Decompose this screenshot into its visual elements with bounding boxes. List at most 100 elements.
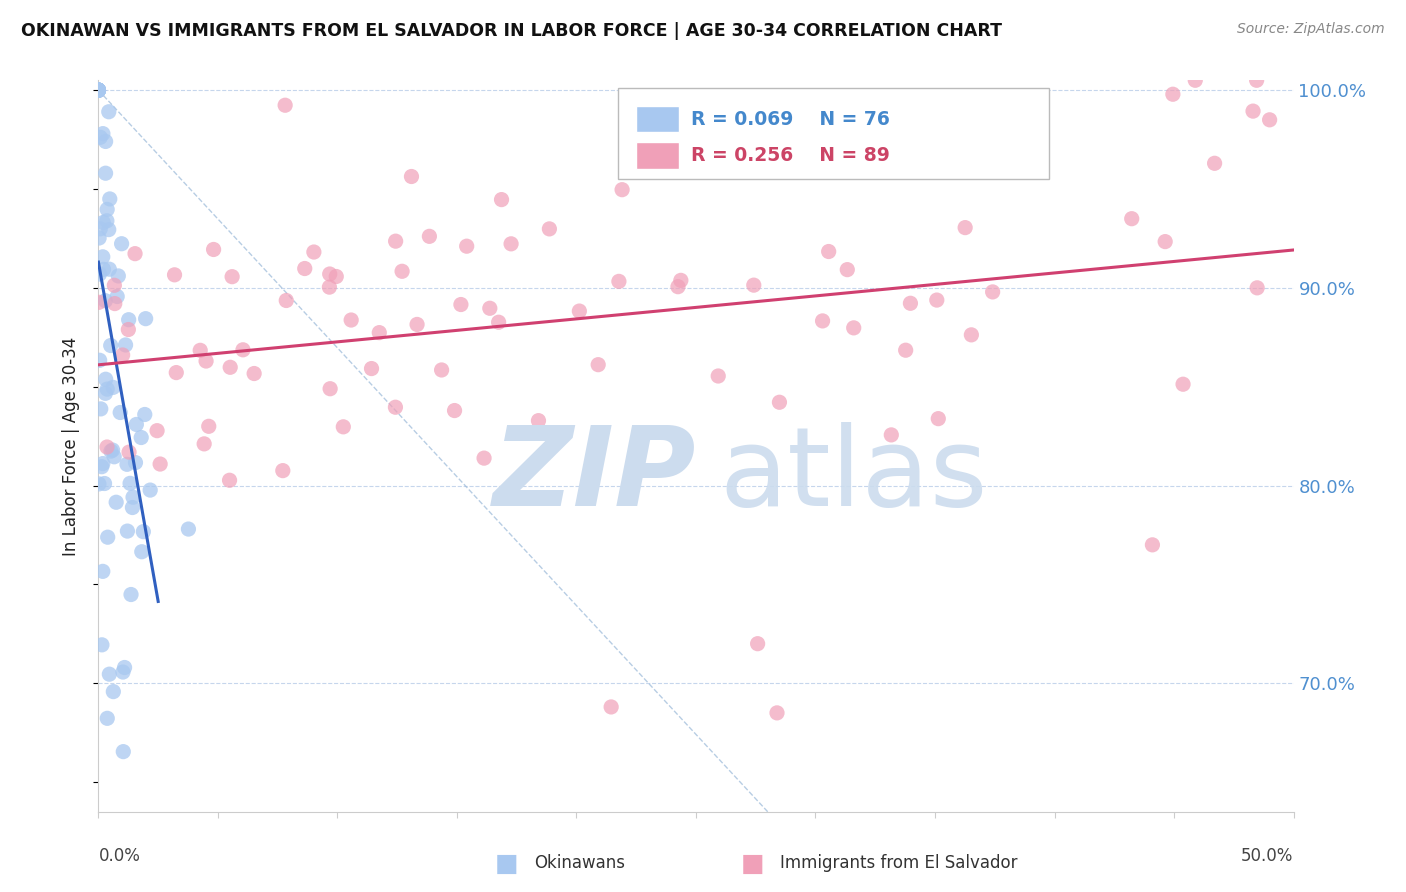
Point bbox=[384, 234, 406, 248]
Point bbox=[114, 338, 136, 352]
Point bbox=[90, 638, 112, 652]
Point bbox=[93, 476, 115, 491]
Point bbox=[87, 83, 110, 97]
Point bbox=[105, 495, 128, 509]
Point bbox=[325, 269, 347, 284]
Point bbox=[768, 395, 790, 409]
Point bbox=[90, 401, 112, 416]
Point bbox=[103, 450, 125, 464]
Point bbox=[149, 457, 172, 471]
Point bbox=[165, 366, 187, 380]
Point bbox=[96, 214, 118, 228]
Point bbox=[294, 261, 316, 276]
Point bbox=[568, 304, 591, 318]
Point bbox=[87, 83, 110, 97]
Point bbox=[118, 445, 141, 459]
Point bbox=[87, 83, 110, 97]
Point bbox=[1241, 104, 1264, 119]
Text: R = 0.256    N = 89: R = 0.256 N = 89 bbox=[692, 146, 890, 165]
Point bbox=[1246, 73, 1268, 87]
Point bbox=[340, 313, 363, 327]
Point bbox=[981, 285, 1004, 299]
Point bbox=[1204, 156, 1226, 170]
Point bbox=[135, 311, 157, 326]
Point bbox=[134, 408, 156, 422]
Text: ZIP: ZIP bbox=[492, 422, 696, 529]
Point bbox=[87, 83, 110, 97]
Point bbox=[87, 83, 110, 97]
Point bbox=[610, 183, 633, 197]
Point bbox=[894, 343, 917, 358]
Point bbox=[450, 297, 472, 311]
Point bbox=[319, 267, 342, 281]
Point bbox=[91, 127, 114, 141]
Text: Immigrants from El Salvador: Immigrants from El Salvador bbox=[780, 855, 1018, 872]
Point bbox=[87, 83, 110, 97]
Point bbox=[271, 464, 294, 478]
Point bbox=[103, 278, 125, 293]
Point bbox=[87, 83, 110, 97]
Point bbox=[232, 343, 254, 357]
Point bbox=[118, 312, 141, 326]
Point bbox=[114, 660, 136, 674]
Point bbox=[87, 83, 110, 97]
Point bbox=[101, 380, 124, 394]
Point bbox=[666, 279, 689, 293]
Point bbox=[103, 684, 125, 698]
Point bbox=[880, 428, 903, 442]
Point bbox=[110, 236, 132, 251]
Point bbox=[87, 231, 110, 245]
FancyBboxPatch shape bbox=[619, 87, 1049, 179]
Point bbox=[104, 296, 127, 310]
Y-axis label: In Labor Force | Age 30-34: In Labor Force | Age 30-34 bbox=[62, 336, 80, 556]
Point bbox=[90, 459, 112, 474]
Point bbox=[219, 360, 242, 375]
Point bbox=[747, 637, 769, 651]
Point bbox=[124, 246, 146, 260]
Point bbox=[332, 420, 354, 434]
Text: ■: ■ bbox=[741, 852, 763, 875]
Point bbox=[202, 243, 225, 257]
Point bbox=[478, 301, 501, 316]
Point bbox=[456, 239, 478, 253]
Point bbox=[91, 250, 114, 264]
Point bbox=[274, 98, 297, 112]
Point bbox=[115, 458, 138, 472]
Point bbox=[120, 587, 142, 601]
Point bbox=[98, 667, 121, 681]
Point bbox=[87, 83, 110, 97]
Point bbox=[811, 314, 834, 328]
Point bbox=[112, 745, 135, 759]
Point bbox=[111, 348, 134, 362]
Point bbox=[146, 424, 169, 438]
Point bbox=[491, 193, 513, 207]
Point bbox=[105, 289, 128, 303]
Point bbox=[981, 163, 1004, 178]
Point bbox=[302, 245, 325, 260]
Point bbox=[953, 220, 976, 235]
Point bbox=[120, 476, 142, 491]
Point bbox=[100, 444, 122, 458]
Point bbox=[418, 229, 440, 244]
Point bbox=[742, 278, 765, 293]
FancyBboxPatch shape bbox=[637, 106, 679, 132]
Point bbox=[1246, 281, 1268, 295]
Point bbox=[96, 382, 118, 396]
Point bbox=[538, 222, 561, 236]
Point bbox=[93, 262, 115, 277]
Point bbox=[443, 403, 465, 417]
Point bbox=[900, 296, 922, 310]
Point bbox=[607, 274, 630, 288]
Text: OKINAWAN VS IMMIGRANTS FROM EL SALVADOR IN LABOR FORCE | AGE 30-34 CORRELATION C: OKINAWAN VS IMMIGRANTS FROM EL SALVADOR … bbox=[21, 22, 1002, 40]
Point bbox=[188, 343, 211, 358]
Point bbox=[98, 262, 121, 277]
Point bbox=[401, 169, 423, 184]
Point bbox=[669, 273, 692, 287]
Point bbox=[197, 419, 219, 434]
Point bbox=[94, 135, 117, 149]
Point bbox=[100, 338, 122, 352]
Point bbox=[177, 522, 200, 536]
Point bbox=[766, 706, 789, 720]
Point bbox=[129, 430, 152, 444]
Point bbox=[87, 476, 110, 491]
